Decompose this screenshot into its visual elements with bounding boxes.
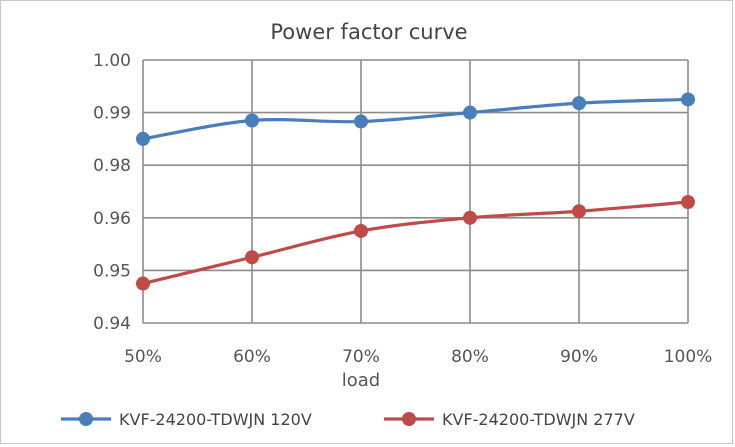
- data-point: [245, 113, 259, 128]
- x-tick-label: 90%: [560, 347, 598, 367]
- y-tick-label: 0.94: [93, 314, 131, 334]
- data-point: [354, 223, 368, 238]
- x-axis-ticks: 50% 60% 70% 80% 90% 100%: [124, 347, 712, 367]
- grid: [142, 59, 689, 324]
- legend: KVF-24200-TDWJN 120V KVF-24200-TDWJN 277V: [61, 410, 635, 429]
- x-axis-label: load: [342, 370, 380, 391]
- x-tick-label: 60%: [233, 347, 271, 367]
- y-tick-label: 0.95: [93, 261, 131, 281]
- data-point: [572, 204, 586, 219]
- data-point: [136, 131, 150, 146]
- data-point: [136, 276, 150, 291]
- x-tick-label: 100%: [664, 347, 713, 367]
- y-tick-label: 0.96: [93, 209, 131, 229]
- data-point: [463, 105, 477, 120]
- legend-marker: [79, 412, 93, 426]
- y-tick-label: 1.00: [93, 51, 131, 71]
- series-line: [142, 97, 689, 141]
- legend-item: KVF-24200-TDWJN 120V: [61, 410, 312, 429]
- data-point: [572, 96, 586, 111]
- series-1: [136, 92, 695, 146]
- data-point: [354, 114, 368, 129]
- series-2: [136, 195, 695, 291]
- legend-label: KVF-24200-TDWJN 120V: [119, 410, 312, 429]
- y-tick-label: 0.99: [93, 104, 131, 124]
- chart-title: Power factor curve: [270, 20, 467, 44]
- legend-label: KVF-24200-TDWJN 277V: [442, 410, 635, 429]
- x-tick-label: 70%: [342, 347, 380, 367]
- x-tick-label: 80%: [451, 347, 489, 367]
- data-point: [245, 250, 259, 265]
- y-tick-label: 0.98: [93, 156, 131, 176]
- y-axis-ticks: 1.00 0.99 0.98 0.96 0.95 0.94: [93, 51, 131, 334]
- data-point: [463, 210, 477, 225]
- legend-marker: [402, 412, 416, 426]
- legend-item: KVF-24200-TDWJN 277V: [384, 410, 635, 429]
- series: [136, 92, 695, 291]
- data-point: [681, 92, 695, 107]
- series-line: [142, 200, 689, 286]
- data-point: [681, 195, 695, 210]
- x-tick-label: 50%: [124, 347, 162, 367]
